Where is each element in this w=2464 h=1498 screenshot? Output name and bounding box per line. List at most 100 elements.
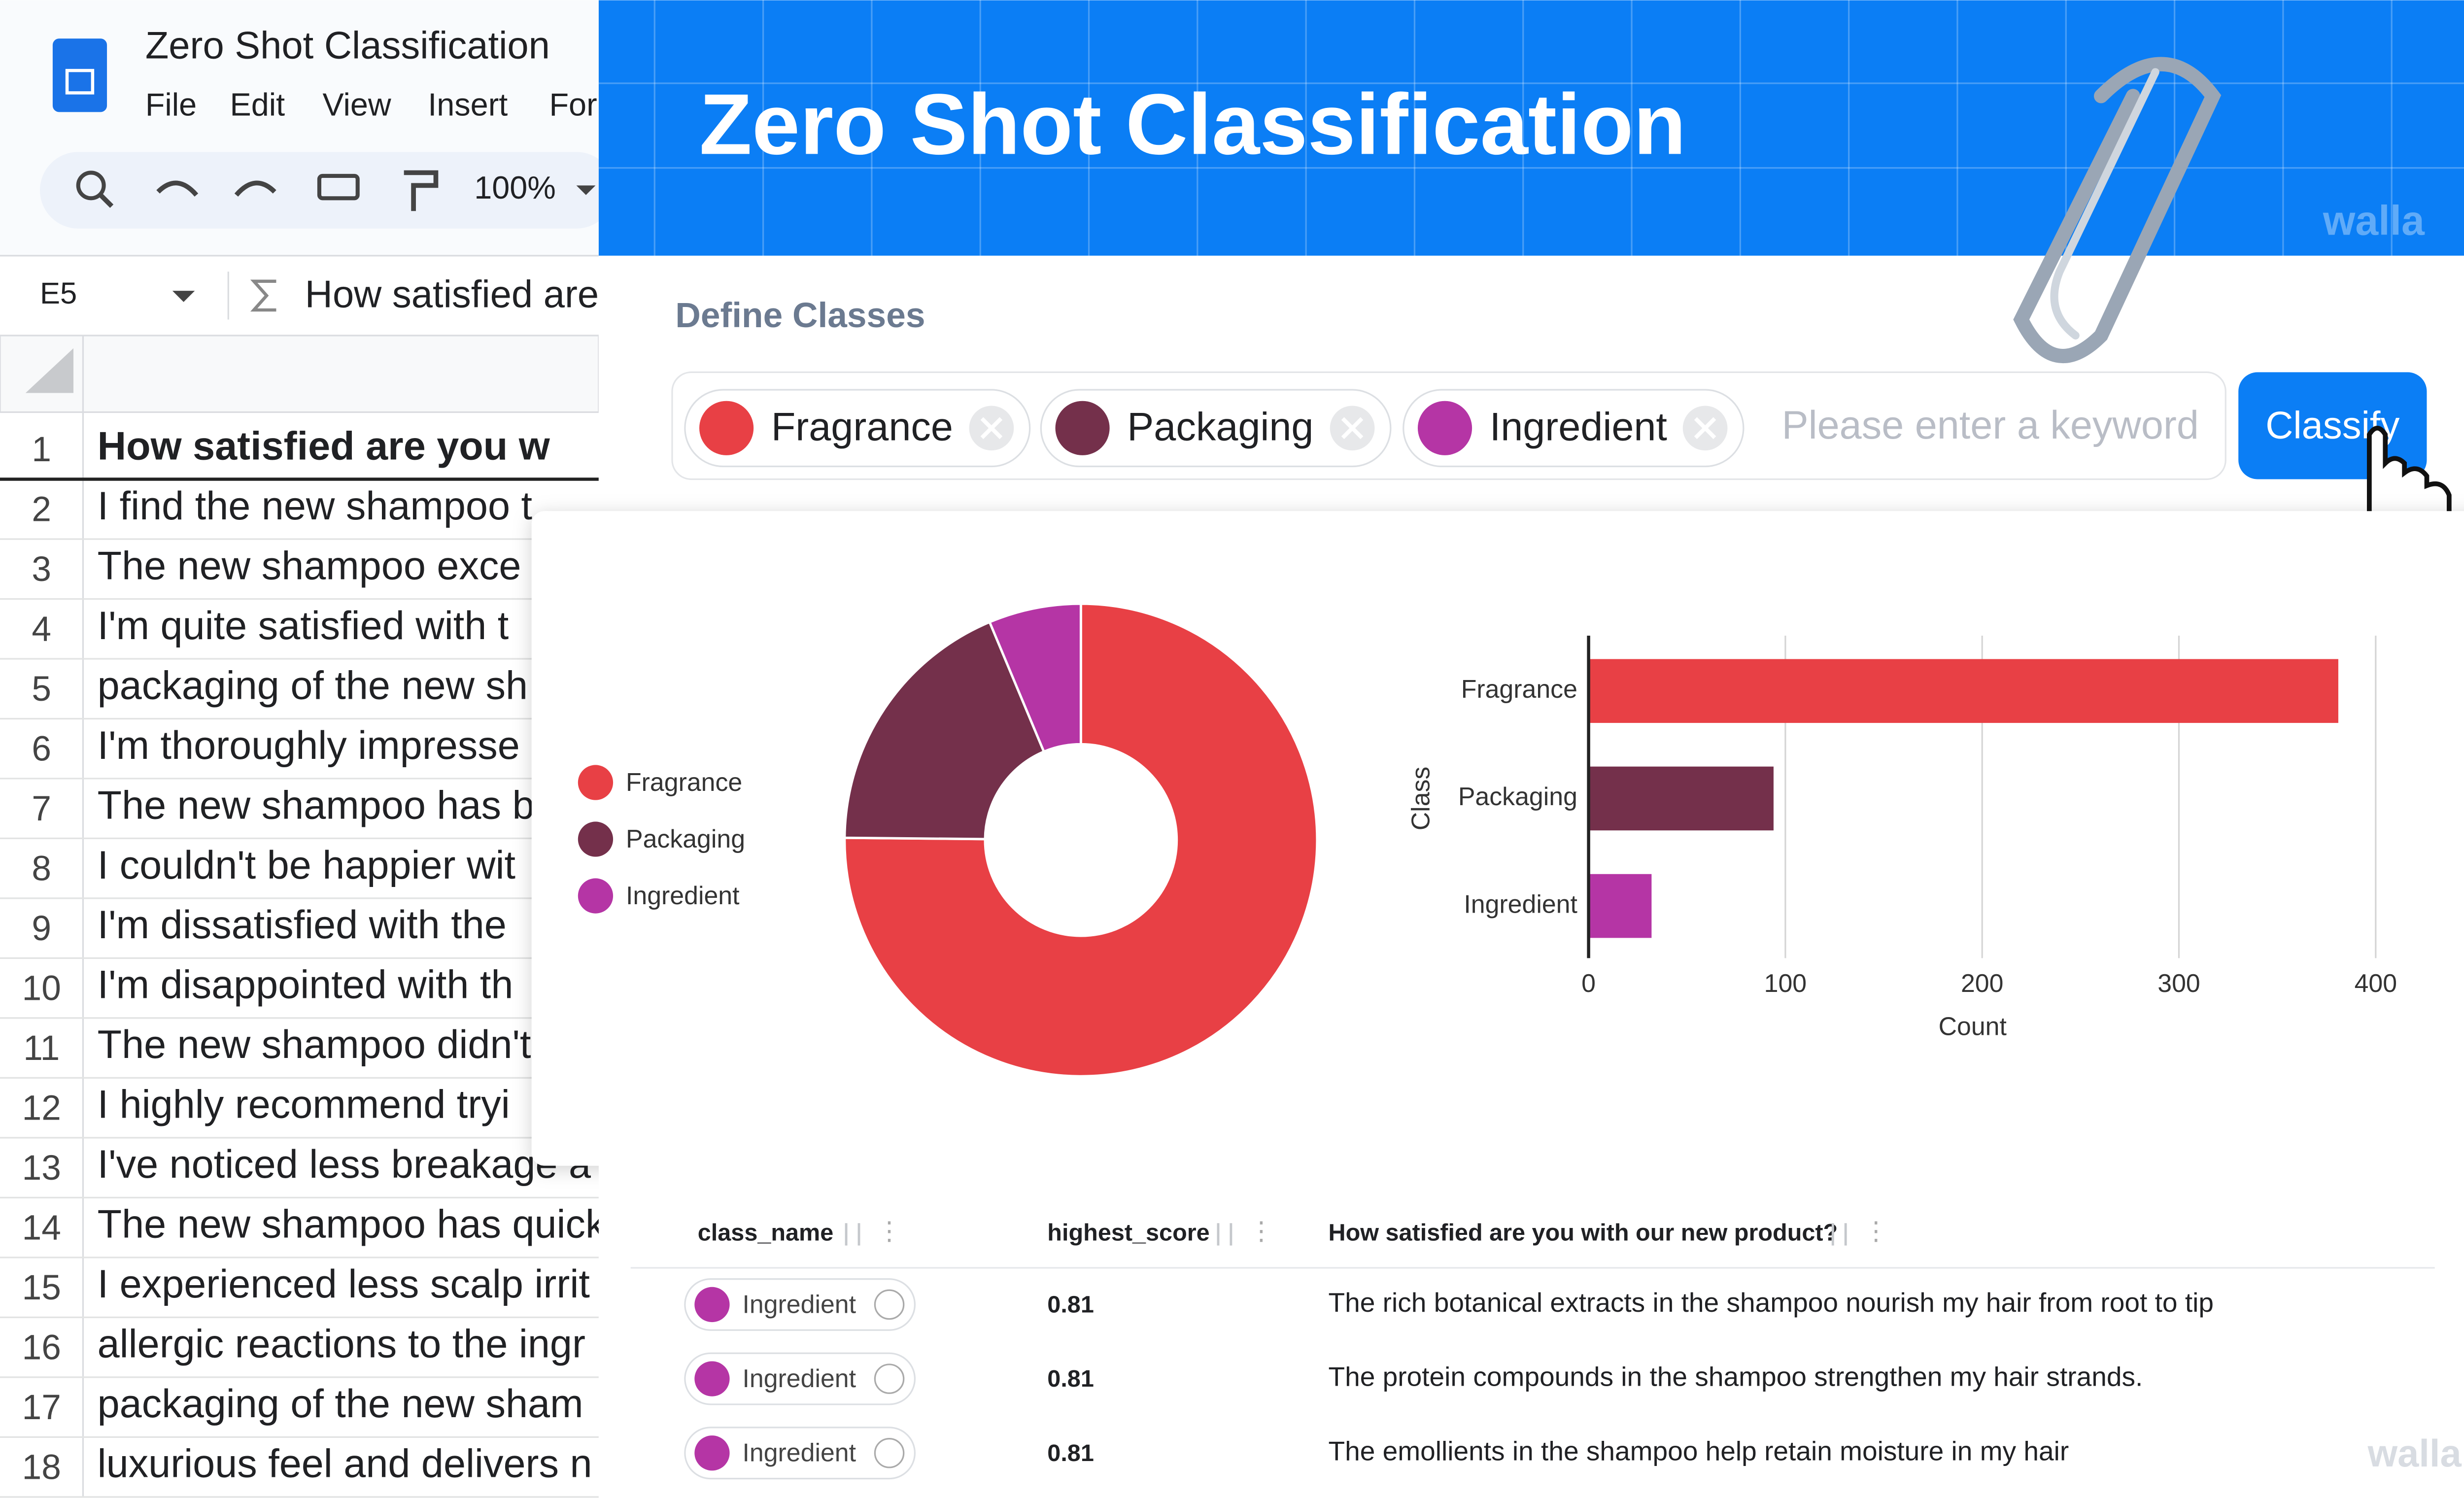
docs-icon xyxy=(52,38,107,112)
row-number: 6 xyxy=(32,729,51,769)
column-menu: ⋮ xyxy=(877,1216,902,1245)
class-chip xyxy=(684,389,1031,468)
row-number: 15 xyxy=(22,1268,61,1307)
undo-icon[interactable] xyxy=(156,180,199,197)
remove-class[interactable] xyxy=(874,1289,905,1320)
class-name: Ingredient xyxy=(743,1364,856,1393)
cell-text[interactable]: packaging of the new sh xyxy=(98,663,528,708)
cell-text[interactable]: The new shampoo has quick xyxy=(98,1202,606,1247)
menu-item[interactable]: Insert xyxy=(428,87,508,123)
menu-item[interactable]: For xyxy=(549,87,597,123)
cell-text[interactable]: The new shampoo exce xyxy=(98,544,521,588)
legend-label: Ingredient xyxy=(626,881,740,910)
remove-class[interactable] xyxy=(874,1363,905,1394)
zoom[interactable]: 100% xyxy=(474,170,556,205)
chart-card xyxy=(531,511,2464,1166)
highest-score: 0.81 xyxy=(1047,1440,1094,1466)
donut-slice xyxy=(988,602,1082,753)
search-icon[interactable] xyxy=(76,170,106,201)
row-number: 8 xyxy=(32,849,51,888)
cell-text[interactable]: luxurious feel and delivers n xyxy=(98,1442,592,1486)
row-number: 12 xyxy=(22,1089,61,1128)
highest-score: 0.81 xyxy=(1047,1365,1094,1392)
bar xyxy=(1588,659,2338,723)
cell-text[interactable]: allergic reactions to the ingr xyxy=(98,1322,585,1366)
watermark: walla xyxy=(2323,197,2425,243)
cell-text[interactable]: I couldn't be happier wit xyxy=(98,843,515,887)
donut-slice xyxy=(843,602,1319,1078)
x-axis-title: Count xyxy=(1939,1012,2007,1041)
row-number: 4 xyxy=(32,610,51,649)
sort-icon[interactable] xyxy=(845,1223,860,1246)
docs-icon-grid xyxy=(65,68,95,95)
class-color xyxy=(694,1287,730,1323)
cell-text[interactable]: I experienced less scalp irrit xyxy=(98,1262,590,1306)
sort-icon[interactable] xyxy=(1831,1223,1847,1246)
cell-text[interactable]: I'm quite satisfied with t xyxy=(98,604,509,648)
cell-text[interactable]: I'm disappointed with th xyxy=(98,963,513,1007)
class-chip xyxy=(684,1352,916,1405)
x-tick-label: 100 xyxy=(1764,969,1807,997)
legend-label: Fragrance xyxy=(626,768,742,796)
cell-text[interactable]: How satisfied are you w xyxy=(98,424,550,468)
remove-class[interactable] xyxy=(874,1437,905,1468)
class-name: Ingredient xyxy=(743,1438,856,1467)
print-icon[interactable] xyxy=(317,173,360,201)
cell-text[interactable]: I'm dissatisfied with the xyxy=(98,903,507,947)
paperclip xyxy=(2013,57,2222,364)
column-header[interactable]: How satisfied are you with our new produ… xyxy=(1329,1220,1838,1246)
remove-class-x xyxy=(980,417,1003,440)
column-header[interactable]: class_name xyxy=(698,1220,833,1246)
column-header[interactable]: highest_score xyxy=(1047,1220,1209,1246)
menu-item[interactable]: File xyxy=(145,87,197,123)
cell-text[interactable]: The new shampoo didn't xyxy=(98,1022,531,1067)
search-icon-handle xyxy=(99,193,114,208)
legend-marker xyxy=(578,878,614,914)
formula[interactable]: How satisfied are xyxy=(305,273,599,316)
column-menu: ⋮ xyxy=(1249,1216,1274,1245)
menu-item[interactable]: View xyxy=(322,87,391,123)
redo-icon[interactable] xyxy=(234,180,276,197)
paperclip-shine xyxy=(2050,68,2159,340)
keyword-placeholder[interactable]: Please enter a keyword xyxy=(1782,403,2199,447)
cell-text[interactable]: I've noticed less breakage a xyxy=(98,1142,591,1187)
y-axis-title: Class xyxy=(1406,767,1435,831)
app-title: Zero Shot Classification xyxy=(699,76,1686,172)
row-number: 9 xyxy=(32,909,51,948)
y-tick-label: Fragrance xyxy=(1461,675,1577,703)
x-tick-label: 300 xyxy=(2157,969,2200,997)
section-title: Define Classes xyxy=(675,296,925,335)
cell-ref[interactable]: E5 xyxy=(40,276,77,310)
y-tick-label: Ingredient xyxy=(1464,889,1577,918)
zoom-caret xyxy=(576,185,596,195)
column-menu: ⋮ xyxy=(1863,1216,1889,1245)
class-color xyxy=(694,1435,730,1471)
row-number: 3 xyxy=(32,549,51,589)
row-number: 13 xyxy=(22,1148,61,1188)
class-color xyxy=(694,1361,730,1396)
legend-label: Packaging xyxy=(626,824,745,853)
class-label: Fragrance xyxy=(771,405,953,449)
legend-marker xyxy=(578,821,614,857)
paint-format-icon[interactable] xyxy=(404,170,439,211)
cell-text[interactable]: I'm thoroughly impresse xyxy=(98,723,520,768)
legend-marker xyxy=(578,765,614,800)
sort-icon[interactable] xyxy=(1217,1223,1232,1246)
y-tick-label: Packaging xyxy=(1458,782,1577,811)
spreadsheet: Zero Shot Classification File Edit View Ins… xyxy=(0,0,606,1498)
cell-text[interactable]: I highly recommend tryi xyxy=(98,1083,510,1127)
class-label: Ingredient xyxy=(1490,405,1667,449)
cell-text[interactable]: The new shampoo has b xyxy=(98,783,535,827)
column-header xyxy=(0,335,599,413)
x-tick-label: 400 xyxy=(2355,969,2397,997)
menu-item[interactable]: Edit xyxy=(230,87,285,123)
row-number: 14 xyxy=(22,1208,61,1248)
class-color xyxy=(1417,401,1472,455)
cell-text[interactable]: packaging of the new sham xyxy=(98,1382,583,1426)
cell-text[interactable]: I find the new shampoo t xyxy=(98,484,532,528)
x-tick-label: 0 xyxy=(1581,969,1596,997)
watermark: walla xyxy=(2367,1432,2462,1475)
class-label: Packaging xyxy=(1127,405,1313,449)
